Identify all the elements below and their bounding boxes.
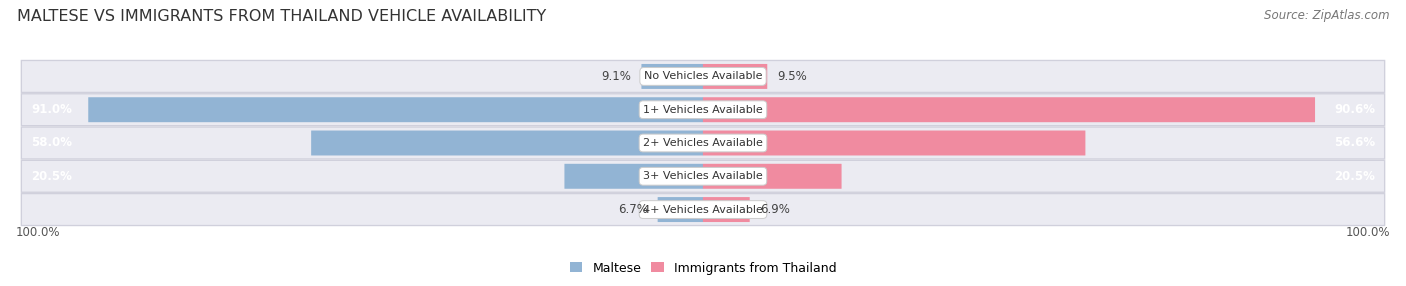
FancyBboxPatch shape — [21, 126, 1385, 160]
Text: 9.5%: 9.5% — [778, 70, 807, 83]
FancyBboxPatch shape — [89, 97, 703, 122]
FancyBboxPatch shape — [22, 194, 1384, 225]
Text: 100.0%: 100.0% — [15, 226, 60, 239]
FancyBboxPatch shape — [658, 197, 703, 222]
FancyBboxPatch shape — [21, 160, 1385, 193]
FancyBboxPatch shape — [703, 130, 1085, 156]
Text: 100.0%: 100.0% — [1346, 226, 1391, 239]
Text: 20.5%: 20.5% — [31, 170, 72, 183]
Text: 91.0%: 91.0% — [31, 103, 72, 116]
FancyBboxPatch shape — [641, 64, 703, 89]
Text: 3+ Vehicles Available: 3+ Vehicles Available — [643, 171, 763, 181]
FancyBboxPatch shape — [564, 164, 703, 189]
Text: 56.6%: 56.6% — [1334, 136, 1375, 150]
Text: 1+ Vehicles Available: 1+ Vehicles Available — [643, 105, 763, 115]
Text: No Vehicles Available: No Vehicles Available — [644, 72, 762, 82]
Text: 6.7%: 6.7% — [617, 203, 648, 216]
FancyBboxPatch shape — [22, 61, 1384, 92]
Text: Source: ZipAtlas.com: Source: ZipAtlas.com — [1264, 9, 1389, 21]
Text: 20.5%: 20.5% — [1334, 170, 1375, 183]
Text: MALTESE VS IMMIGRANTS FROM THAILAND VEHICLE AVAILABILITY: MALTESE VS IMMIGRANTS FROM THAILAND VEHI… — [17, 9, 546, 23]
FancyBboxPatch shape — [703, 197, 749, 222]
FancyBboxPatch shape — [22, 128, 1384, 158]
FancyBboxPatch shape — [21, 193, 1385, 226]
Text: 4+ Vehicles Available: 4+ Vehicles Available — [643, 204, 763, 214]
FancyBboxPatch shape — [311, 130, 703, 156]
Text: 9.1%: 9.1% — [602, 70, 631, 83]
Legend: Maltese, Immigrants from Thailand: Maltese, Immigrants from Thailand — [565, 257, 841, 279]
Text: 90.6%: 90.6% — [1334, 103, 1375, 116]
FancyBboxPatch shape — [22, 94, 1384, 125]
Text: 2+ Vehicles Available: 2+ Vehicles Available — [643, 138, 763, 148]
FancyBboxPatch shape — [703, 97, 1315, 122]
FancyBboxPatch shape — [22, 161, 1384, 192]
FancyBboxPatch shape — [21, 93, 1385, 126]
Text: 58.0%: 58.0% — [31, 136, 72, 150]
FancyBboxPatch shape — [703, 64, 768, 89]
FancyBboxPatch shape — [703, 164, 842, 189]
FancyBboxPatch shape — [21, 60, 1385, 93]
Text: 6.9%: 6.9% — [759, 203, 790, 216]
